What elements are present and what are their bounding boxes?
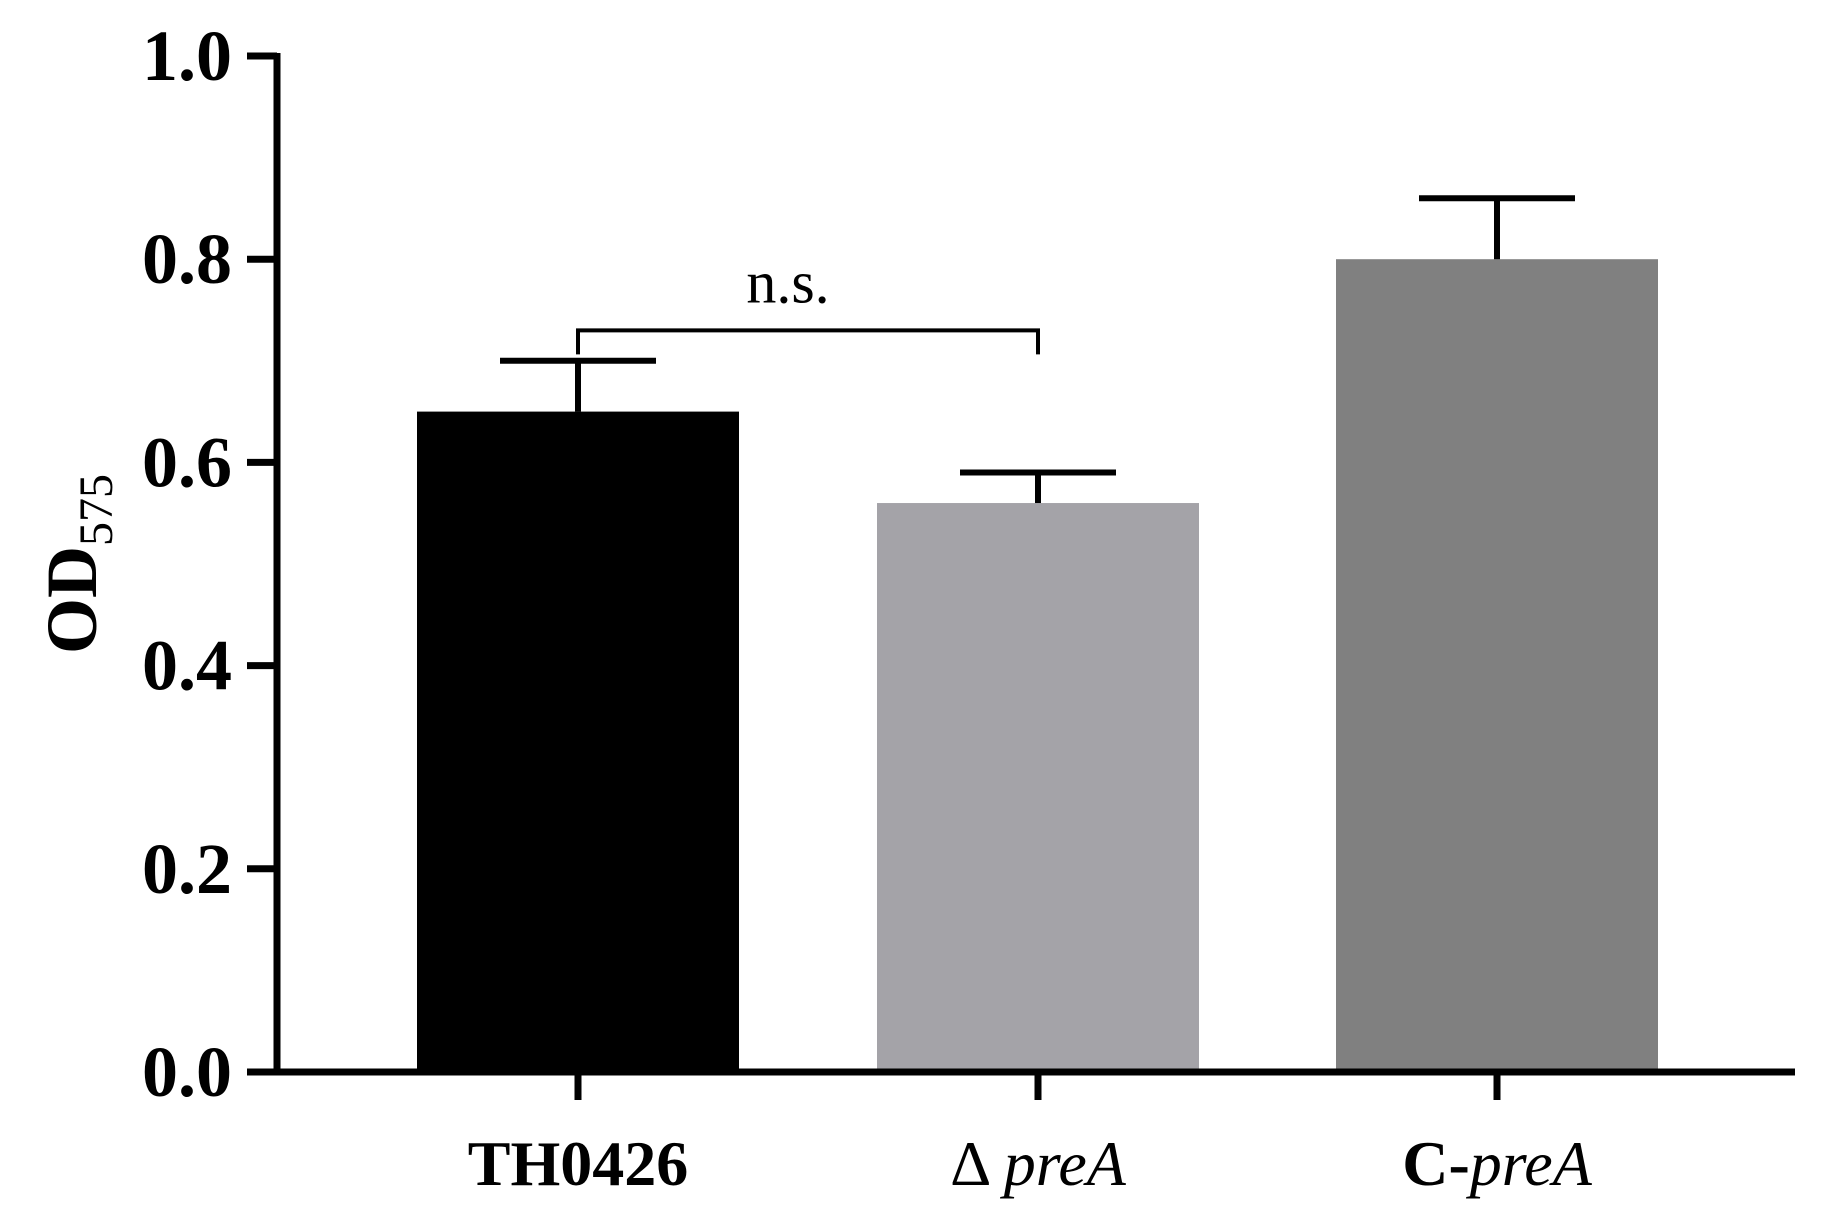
y-tick-label: 0.6 [142, 422, 232, 502]
bar [877, 503, 1199, 1072]
labels: 0.0 0.2 0.4 0.6 0.8 1.0 TH0426 Δ preA C-preA n.s.… [32, 16, 1593, 1199]
x-tick-label: Δ preA [950, 1128, 1127, 1199]
y-tick-label: 0.2 [142, 829, 232, 909]
bar [417, 411, 739, 1073]
x-tick-label: TH0426 [468, 1128, 688, 1199]
axes [247, 52, 1795, 1100]
significance-label: n.s. [746, 249, 829, 315]
y-tick-label: 0.8 [142, 219, 232, 299]
y-axis-label: OD575 [32, 474, 123, 654]
significance-bracket [576, 328, 1040, 355]
x-tick-label: C-preA [1402, 1128, 1592, 1199]
bar [1336, 259, 1658, 1072]
y-tick-label: 0.4 [142, 626, 232, 706]
y-tick-label: 1.0 [142, 16, 232, 96]
bars [417, 195, 1658, 1073]
y-tick-label: 0.0 [142, 1032, 232, 1112]
